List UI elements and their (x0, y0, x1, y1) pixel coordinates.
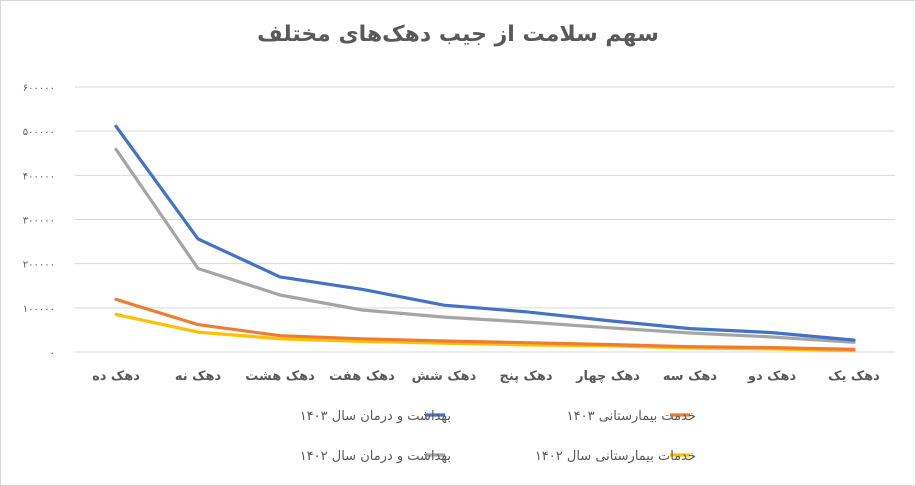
y-tick-label-4: ۴۰۰۰۰۰ (23, 171, 55, 182)
x-tick-label-4: دهک پنج (499, 369, 552, 384)
legend-label-2: بهداشت و درمان سال ۱۴۰۲ (300, 449, 451, 464)
x-tick-label-6: دهک هفت (329, 369, 395, 384)
y-tick-label-0: ۰ (50, 348, 55, 359)
y-tick-label-5: ۵۰۰۰۰۰ (23, 127, 55, 138)
x-tick-label-0: دهک یک (828, 369, 880, 384)
x-tick-label-1: دهک دو (747, 369, 797, 384)
chart-title: سهم سلامت از جیب دهک‌های مختلف (257, 22, 659, 47)
legend-item-1: خدمت بیمارستانی ۱۴۰۳ (567, 409, 696, 424)
series-line-0 (114, 124, 856, 342)
series-line-1 (114, 297, 856, 351)
y-tick-label-2: ۲۰۰۰۰۰ (23, 260, 55, 271)
x-tick-label-7: دهک هشت (245, 369, 315, 384)
x-tick-label-5: دهک شش (412, 369, 477, 384)
series-lines (114, 124, 856, 353)
legend-label-1: خدمت بیمارستانی ۱۴۰۳ (567, 409, 696, 424)
x-tick-label-2: دهک سه (663, 369, 718, 384)
legend-item-0: بهداشت و درمان سال ۱۴۰۳ (300, 409, 451, 424)
y-axis-ticks: ۰ ۱۰۰۰۰۰ ۲۰۰۰۰۰ ۳۰۰۰۰۰ ۴۰۰۰۰۰ ۵۰۰۰۰۰ ۶۰۰۰۰۰ (23, 83, 55, 359)
gridlines (75, 86, 895, 353)
x-axis-ticks: دهک یک دهک دو دهک سه دهک چهار دهک پنج دهک شش د… (92, 369, 880, 384)
series-line-2 (114, 147, 856, 344)
y-tick-label-6: ۶۰۰۰۰۰ (23, 83, 55, 94)
x-tick-label-3: دهک چهار (575, 369, 640, 384)
y-tick-label-1: ۱۰۰۰۰۰ (23, 304, 55, 315)
legend-label-0: بهداشت و درمان سال ۱۴۰۳ (300, 409, 451, 424)
x-tick-label-9: دهک ده (92, 369, 140, 384)
x-tick-label-8: دهک نه (175, 369, 222, 384)
legend-item-3: خدمات بیمارستانی سال ۱۴۰۲ (535, 449, 696, 464)
legend-item-2: بهداشت و درمان سال ۱۴۰۲ (300, 449, 451, 464)
legend: بهداشت و درمان سال ۱۴۰۳ خدمت بیمارستانی ۱… (300, 409, 696, 464)
y-tick-label-3: ۳۰۰۰۰۰ (23, 216, 55, 227)
legend-label-3: خدمات بیمارستانی سال ۱۴۰۲ (535, 449, 696, 464)
